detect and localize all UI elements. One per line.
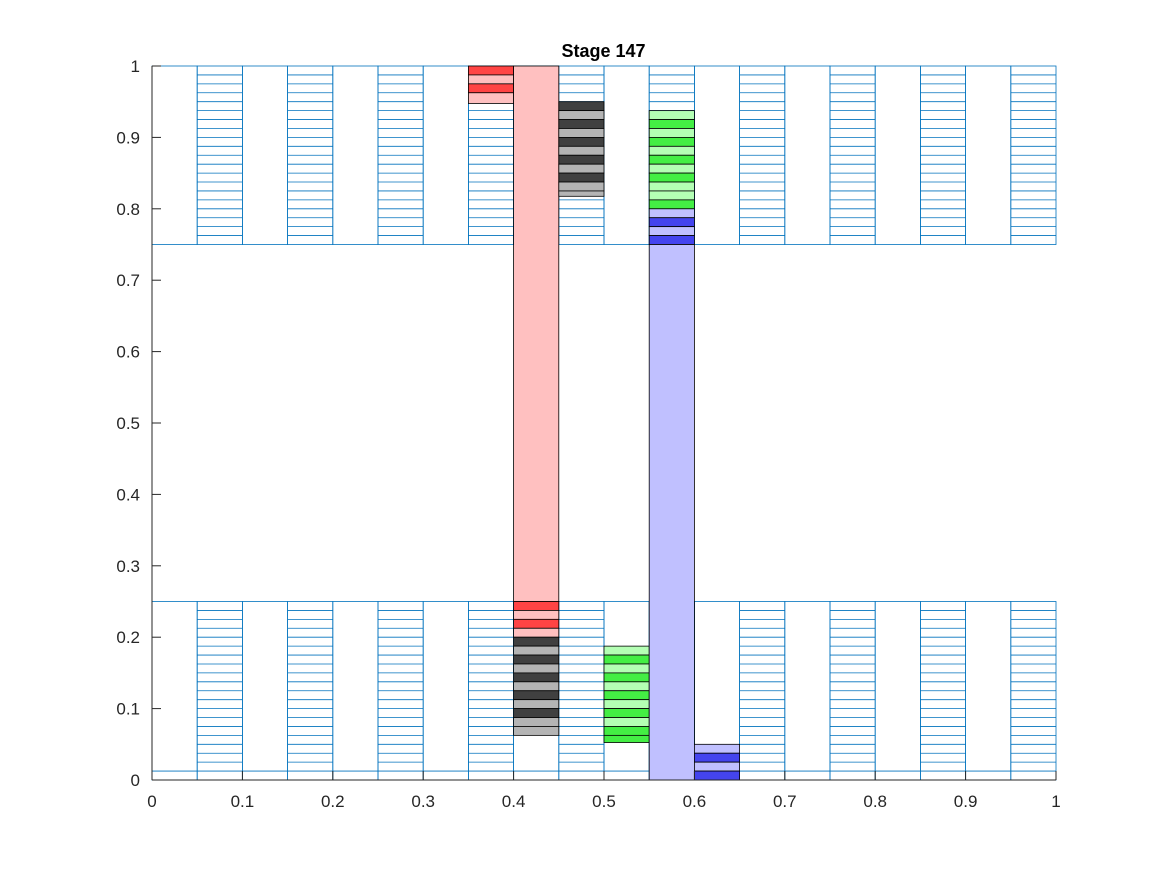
y-tick-label: 0.3	[116, 557, 140, 576]
segment-bar	[648, 226, 695, 236]
segment-bar	[513, 65, 560, 602]
segment-bar	[513, 645, 560, 656]
segment-bar	[513, 654, 560, 665]
segment-bar	[603, 726, 650, 736]
segment-bar	[513, 681, 560, 692]
y-tick-label: 0.9	[116, 128, 140, 147]
slice-column	[377, 65, 424, 781]
x-tick-label: 0.7	[773, 792, 797, 811]
segment-bar	[513, 610, 560, 620]
segment-bar	[513, 627, 560, 638]
segment-bar	[648, 217, 695, 228]
x-tick-label: 0.1	[231, 792, 255, 811]
segment-bar	[558, 190, 605, 197]
segment-bar	[513, 708, 560, 718]
segment-bar	[513, 717, 560, 727]
slice-column	[1010, 65, 1057, 781]
segment-bar	[603, 654, 650, 665]
segment-bar	[603, 672, 650, 683]
x-tick-label: 0.6	[683, 792, 707, 811]
segment-bar	[694, 770, 741, 781]
segment-bar	[558, 145, 605, 156]
segment-bar	[513, 618, 560, 629]
segment-bar	[558, 119, 605, 129]
y-tick-label: 0.4	[116, 485, 140, 504]
segment-bar	[467, 74, 514, 85]
x-tick-label: 0.4	[502, 792, 526, 811]
x-tick-label: 1	[1051, 792, 1060, 811]
segment-bar	[558, 136, 605, 147]
segment-bar	[603, 690, 650, 701]
x-tick-label: 0.9	[954, 792, 978, 811]
segment-bar	[648, 181, 695, 192]
segment-bar	[648, 199, 695, 210]
segment-bar	[558, 181, 605, 192]
x-tick-label: 0.8	[863, 792, 887, 811]
segment-bar	[603, 734, 650, 743]
y-tick-label: 0	[131, 771, 140, 790]
y-tick-label: 0.6	[116, 343, 140, 362]
segment-bar	[648, 235, 695, 245]
y-tick-label: 1	[131, 57, 140, 76]
segment-bar	[694, 752, 741, 763]
segment-bar	[648, 208, 695, 219]
x-tick-label: 0.2	[321, 792, 345, 811]
slice-column	[196, 65, 243, 781]
segment-bar	[648, 154, 695, 165]
segment-bar	[603, 645, 650, 656]
segment-bar	[513, 636, 560, 647]
segment-bar	[648, 128, 695, 138]
segment-bar	[694, 743, 741, 754]
y-tick-label: 0.5	[116, 414, 140, 433]
segment-bar	[513, 601, 560, 611]
y-tick-label: 0.7	[116, 271, 140, 290]
x-tick-label: 0.3	[411, 792, 435, 811]
segment-bar	[513, 672, 560, 683]
segment-bar	[558, 172, 605, 183]
axes: 0 0.1 0.2 0.3 0.4 0.5 0.6 0.7 0.8 0.9 1 0 0.1 0.2 0.3 0…	[116, 57, 1060, 811]
segment-bar	[513, 726, 560, 736]
segment-bar	[558, 154, 605, 165]
stacked-segments	[467, 65, 741, 781]
segment-bar	[603, 663, 650, 674]
segment-bar	[648, 190, 695, 201]
chart-title: Stage 147	[561, 41, 645, 61]
segment-bar	[603, 708, 650, 718]
segment-bar	[558, 163, 605, 174]
segment-bar	[513, 690, 560, 701]
segment-bar	[648, 136, 695, 147]
segment-bar	[648, 172, 695, 183]
segment-bar	[648, 110, 695, 120]
segment-bar	[603, 717, 650, 727]
segment-bar	[648, 145, 695, 156]
segment-bar	[467, 65, 514, 76]
segment-bar	[648, 163, 695, 174]
slice-column	[739, 65, 786, 781]
segment-bar	[603, 681, 650, 692]
segment-bar	[648, 244, 695, 781]
segment-bar	[648, 119, 695, 129]
segment-bar	[467, 83, 514, 94]
y-tick-label: 0.8	[116, 200, 140, 219]
segment-bar	[603, 699, 650, 709]
x-tick-label: 0	[147, 792, 156, 811]
segment-bar	[558, 110, 605, 120]
y-tick-label: 0.1	[116, 700, 140, 719]
segment-bar	[694, 761, 741, 772]
segment-bar	[558, 128, 605, 138]
segment-bar	[513, 663, 560, 674]
segment-bar	[513, 699, 560, 709]
segment-bar	[467, 92, 514, 104]
segment-bar	[558, 101, 605, 112]
x-tick-label: 0.5	[592, 792, 616, 811]
y-tick-label: 0.2	[116, 628, 140, 647]
